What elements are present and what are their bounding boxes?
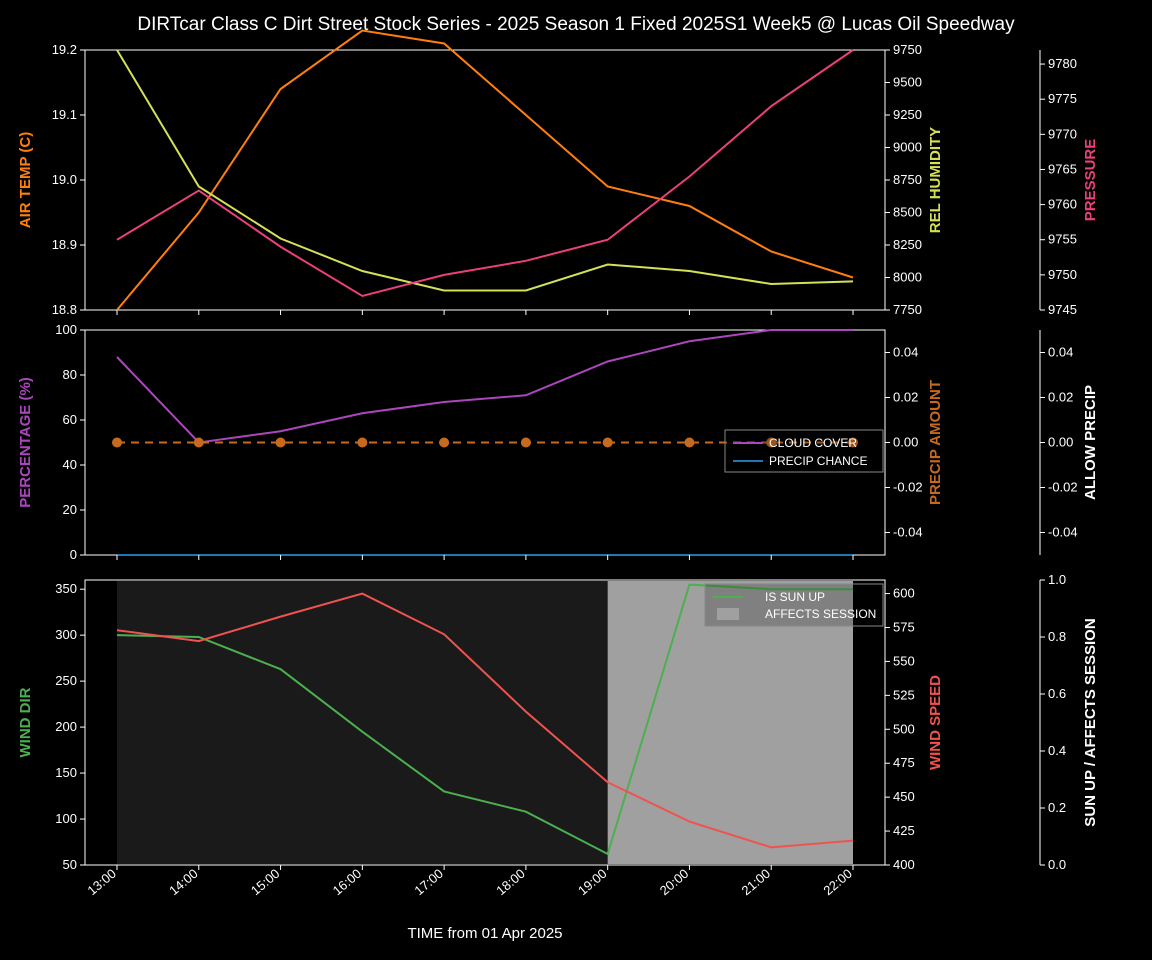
legend: IS SUN UP AFFECTS SESSION: [705, 584, 883, 626]
svg-text:18.9: 18.9: [52, 237, 77, 252]
svg-text:9000: 9000: [893, 140, 922, 155]
svg-text:0: 0: [70, 547, 77, 562]
svg-text:450: 450: [893, 789, 915, 804]
svg-text:525: 525: [893, 687, 915, 702]
svg-text:300: 300: [55, 627, 77, 642]
svg-text:575: 575: [893, 620, 915, 635]
svg-text:200: 200: [55, 719, 77, 734]
svg-text:0.6: 0.6: [1048, 686, 1066, 701]
svg-text:350: 350: [55, 581, 77, 596]
svg-text:400: 400: [893, 857, 915, 872]
axis-label: PERCENTAGE (%): [17, 377, 34, 508]
svg-text:9755: 9755: [1048, 232, 1077, 247]
chart-title: DIRTcar Class C Dirt Street Stock Series…: [137, 14, 1015, 35]
svg-text:475: 475: [893, 755, 915, 770]
svg-text:150: 150: [55, 765, 77, 780]
svg-text:-0.04: -0.04: [893, 525, 923, 540]
legend: CLOUD COVER PRECIP CHANCE: [725, 430, 883, 472]
svg-text:600: 600: [893, 586, 915, 601]
svg-text:-0.02: -0.02: [1048, 480, 1078, 495]
svg-text:-0.02: -0.02: [893, 480, 923, 495]
svg-text:9745: 9745: [1048, 302, 1077, 317]
svg-text:100: 100: [55, 322, 77, 337]
svg-text:0.2: 0.2: [1048, 800, 1066, 815]
svg-text:9765: 9765: [1048, 161, 1077, 176]
svg-text:-0.04: -0.04: [1048, 525, 1078, 540]
svg-text:80: 80: [63, 367, 77, 382]
svg-text:60: 60: [63, 412, 77, 427]
axis-label: WIND DIR: [17, 687, 34, 757]
svg-text:0.4: 0.4: [1048, 743, 1066, 758]
svg-text:0.02: 0.02: [1048, 390, 1073, 405]
svg-text:19.2: 19.2: [52, 42, 77, 57]
svg-text:8750: 8750: [893, 172, 922, 187]
svg-text:18.8: 18.8: [52, 302, 77, 317]
svg-text:0.02: 0.02: [893, 390, 918, 405]
x-axis-label: TIME from 01 Apr 2025: [407, 925, 562, 942]
svg-text:9760: 9760: [1048, 197, 1077, 212]
axis-label: ALLOW PRECIP: [1082, 385, 1099, 500]
svg-text:9750: 9750: [1048, 267, 1077, 282]
svg-text:9250: 9250: [893, 107, 922, 122]
svg-text:9750: 9750: [893, 42, 922, 57]
svg-text:40: 40: [63, 457, 77, 472]
svg-text:8500: 8500: [893, 205, 922, 220]
axis-label: AIR TEMP (C): [17, 132, 34, 228]
axis-label: PRESSURE: [1082, 139, 1099, 222]
svg-text:AFFECTS SESSION: AFFECTS SESSION: [765, 607, 876, 621]
svg-text:PRECIP CHANCE: PRECIP CHANCE: [769, 454, 867, 468]
svg-text:9500: 9500: [893, 75, 922, 90]
svg-text:19.0: 19.0: [52, 172, 77, 187]
svg-text:7750: 7750: [893, 302, 922, 317]
svg-text:9775: 9775: [1048, 91, 1077, 106]
svg-text:100: 100: [55, 811, 77, 826]
sun-up-region: [117, 581, 608, 864]
svg-text:CLOUD COVER: CLOUD COVER: [769, 436, 857, 450]
svg-text:500: 500: [893, 721, 915, 736]
svg-text:0.8: 0.8: [1048, 629, 1066, 644]
svg-text:0.00: 0.00: [1048, 435, 1073, 450]
svg-text:9780: 9780: [1048, 56, 1077, 71]
svg-text:50: 50: [63, 857, 77, 872]
svg-text:8250: 8250: [893, 237, 922, 252]
axis-label: REL HUMIDITY: [927, 127, 944, 233]
svg-text:IS SUN UP: IS SUN UP: [765, 590, 825, 604]
svg-text:20: 20: [63, 502, 77, 517]
svg-text:9770: 9770: [1048, 126, 1077, 141]
svg-text:8000: 8000: [893, 270, 922, 285]
axis-label: SUN UP / AFFECTS SESSION: [1082, 618, 1099, 826]
svg-text:0.04: 0.04: [1048, 345, 1073, 360]
svg-text:0.04: 0.04: [893, 345, 918, 360]
svg-text:250: 250: [55, 673, 77, 688]
axis-label: WIND SPEED: [927, 675, 944, 770]
svg-text:19.1: 19.1: [52, 107, 77, 122]
svg-text:550: 550: [893, 653, 915, 668]
svg-text:0.0: 0.0: [1048, 857, 1066, 872]
svg-text:1.0: 1.0: [1048, 572, 1066, 587]
axis-label: PRECIP AMOUNT: [927, 380, 944, 505]
svg-text:425: 425: [893, 823, 915, 838]
svg-text:0.00: 0.00: [893, 435, 918, 450]
